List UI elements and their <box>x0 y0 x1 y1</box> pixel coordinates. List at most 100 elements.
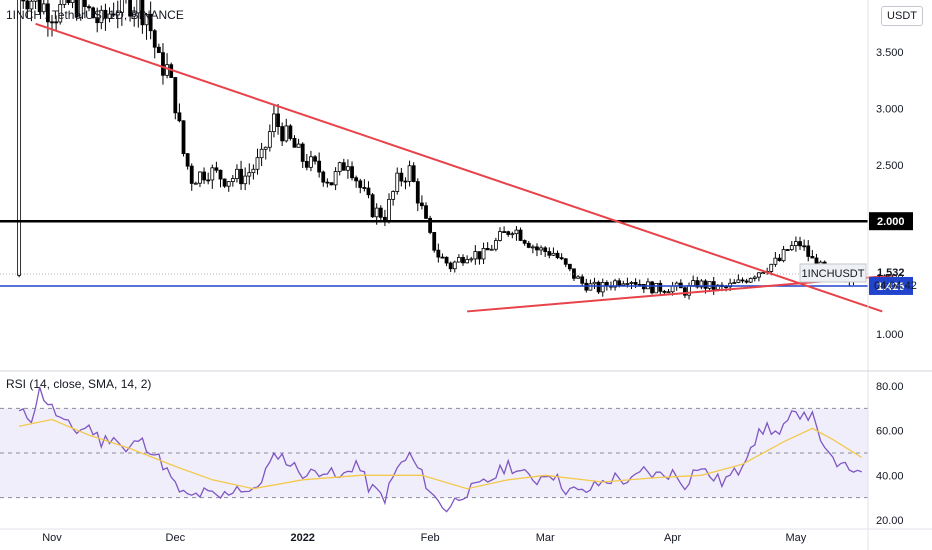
price-legend-title: 1INCH / TetherUS, 1D, BINANCE <box>6 8 184 22</box>
candle-body <box>173 77 178 114</box>
time-axis-tick: May <box>786 532 807 544</box>
price-axis-tick: 3.500 <box>876 47 904 59</box>
candle-body <box>810 256 815 259</box>
candle-body <box>691 280 696 287</box>
candle-body <box>87 6 91 9</box>
candle-body <box>530 246 535 249</box>
candle-body <box>703 280 708 289</box>
candle-body <box>230 178 235 182</box>
rsi-axis-tick: 80.00 <box>876 381 904 393</box>
candle-body <box>395 172 400 192</box>
price-axis-tick: 1.000 <box>876 329 904 341</box>
candle-body <box>452 261 457 270</box>
candle-body <box>41 3 46 13</box>
candle-body <box>62 0 67 5</box>
candle-body <box>358 180 363 188</box>
candle-body <box>119 0 124 13</box>
candle-body <box>510 233 515 236</box>
candle-body <box>580 276 585 284</box>
candle-body <box>82 0 87 7</box>
candle-body <box>752 276 757 279</box>
candle-body <box>136 0 141 14</box>
candle-body <box>341 162 346 171</box>
candle-body <box>296 143 301 148</box>
candle-body <box>247 172 252 177</box>
candle-body <box>477 251 482 260</box>
candle-body <box>563 258 568 265</box>
candle-body <box>107 13 112 19</box>
candle-body <box>218 169 223 180</box>
candle-body <box>202 171 206 181</box>
candles <box>17 0 856 300</box>
candle-body <box>633 282 638 285</box>
rsi-axis-tick: 60.00 <box>876 426 904 438</box>
candle-body <box>617 280 622 286</box>
candle-body <box>198 171 202 184</box>
candle-body <box>502 231 507 233</box>
candle-body <box>74 0 79 18</box>
candle-body <box>325 181 330 184</box>
candle-body <box>391 191 396 200</box>
candle-body <box>567 263 572 270</box>
candle-body <box>699 280 704 288</box>
time-axis-tick: 2022 <box>290 532 314 544</box>
candle-body <box>576 276 580 279</box>
candle-body <box>613 280 617 288</box>
candle-body <box>185 153 190 167</box>
candle-body <box>222 178 227 187</box>
candle-body <box>378 207 383 218</box>
candle-body <box>695 280 700 288</box>
candle-body <box>251 168 256 174</box>
candle-body <box>448 262 453 270</box>
candle-body <box>21 0 26 2</box>
candle-body <box>666 291 671 294</box>
candle-body <box>288 125 293 139</box>
countdown-label: 04:04:42 <box>874 280 917 292</box>
time-axis-tick: Dec <box>166 532 186 544</box>
candle-body <box>300 143 305 162</box>
candle-body <box>189 165 194 184</box>
candle-body <box>465 259 470 264</box>
candle-body <box>95 17 100 24</box>
candle-body <box>354 177 359 182</box>
candle-body <box>629 282 634 284</box>
candle-body <box>732 282 737 284</box>
candle-body <box>132 12 137 17</box>
candle-body <box>761 272 765 275</box>
candle-body <box>436 249 441 258</box>
candle-body <box>284 125 289 142</box>
last-price-label: 1.532 <box>877 267 905 279</box>
currency-unit-button[interactable]: USDT <box>881 6 923 26</box>
candle-body <box>115 12 120 16</box>
candle-body <box>50 21 54 24</box>
candle-body <box>99 9 104 24</box>
candle-body <box>559 257 564 260</box>
candle-body <box>399 172 404 182</box>
candle-body <box>683 287 687 296</box>
candle-body <box>226 181 231 187</box>
candle-body <box>387 198 391 222</box>
candle-body <box>670 285 675 293</box>
candle-body <box>411 165 416 182</box>
candle-body <box>744 280 749 283</box>
price-axis-tick: 2.500 <box>876 160 904 172</box>
candle-body <box>481 247 486 260</box>
candle-body <box>54 21 59 24</box>
symbol-badge-bg <box>799 263 867 283</box>
candle-body <box>485 247 490 251</box>
candle-body <box>210 167 215 181</box>
candle-body <box>806 245 811 257</box>
time-axis-tick: Feb <box>421 532 440 544</box>
candle-body <box>350 166 354 179</box>
candle-body <box>304 160 309 168</box>
candle-body <box>333 171 338 186</box>
candle-body <box>444 256 449 264</box>
candle-body <box>526 242 531 248</box>
candle-body <box>785 249 790 251</box>
candle-body <box>424 205 428 219</box>
candle-body <box>456 257 461 263</box>
rsi-axis-tick: 40.00 <box>876 470 904 482</box>
candle-body <box>596 281 601 293</box>
candle-body <box>518 229 523 241</box>
